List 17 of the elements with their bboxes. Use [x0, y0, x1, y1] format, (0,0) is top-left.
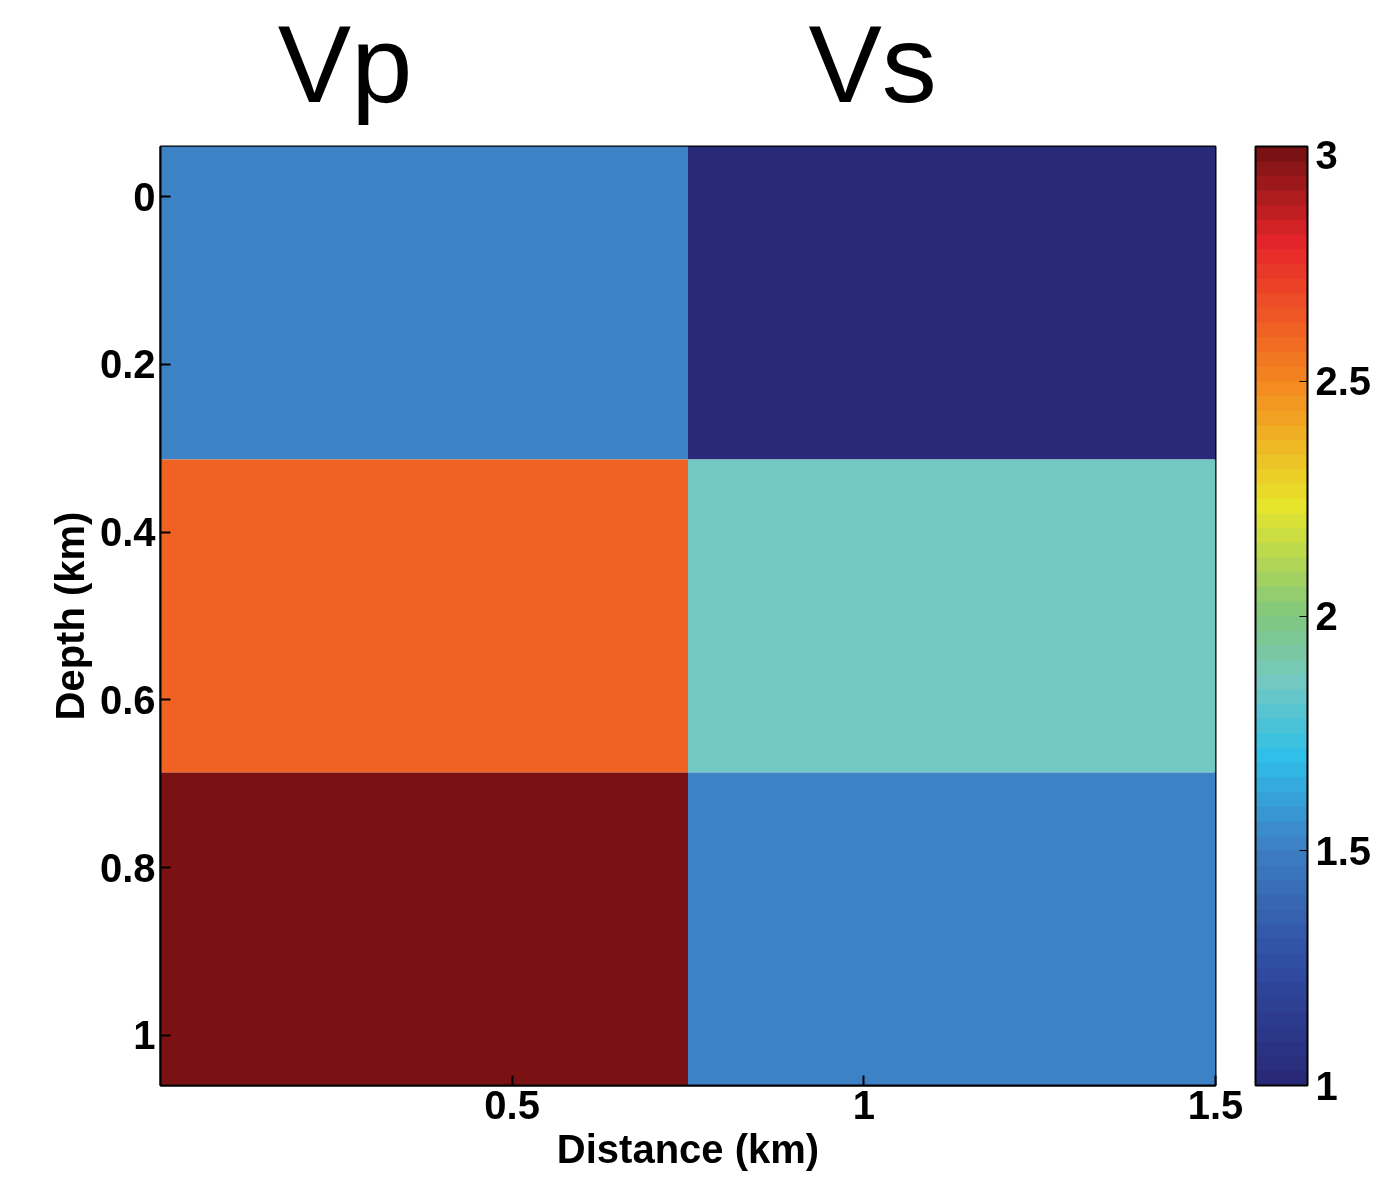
color-bar-label: 3: [1315, 132, 1338, 177]
x-axis-title: Distance (km): [556, 1126, 820, 1171]
y-tick-label: 0: [133, 174, 156, 219]
color-bar-label: 1.5: [1315, 828, 1372, 873]
x-tick-label: 1: [852, 1082, 875, 1127]
y-tick-label: 1: [133, 1013, 156, 1058]
text: Vs: [808, 2, 937, 125]
y-tick-label: 0.8: [99, 845, 156, 890]
y-tick-label: 0.6: [99, 677, 156, 722]
y-tick-label: 0.2: [99, 342, 156, 387]
color-bar-label: 2: [1315, 594, 1338, 638]
x-tick-label: 0.5: [484, 1082, 540, 1127]
y-axis-title: Depth (km): [47, 511, 92, 721]
text: Vp: [277, 2, 413, 125]
color-bar-label: 2.5: [1315, 359, 1372, 404]
x-tick-label: 1.5: [1187, 1082, 1244, 1127]
y-tick-label: 0.4: [99, 510, 157, 555]
